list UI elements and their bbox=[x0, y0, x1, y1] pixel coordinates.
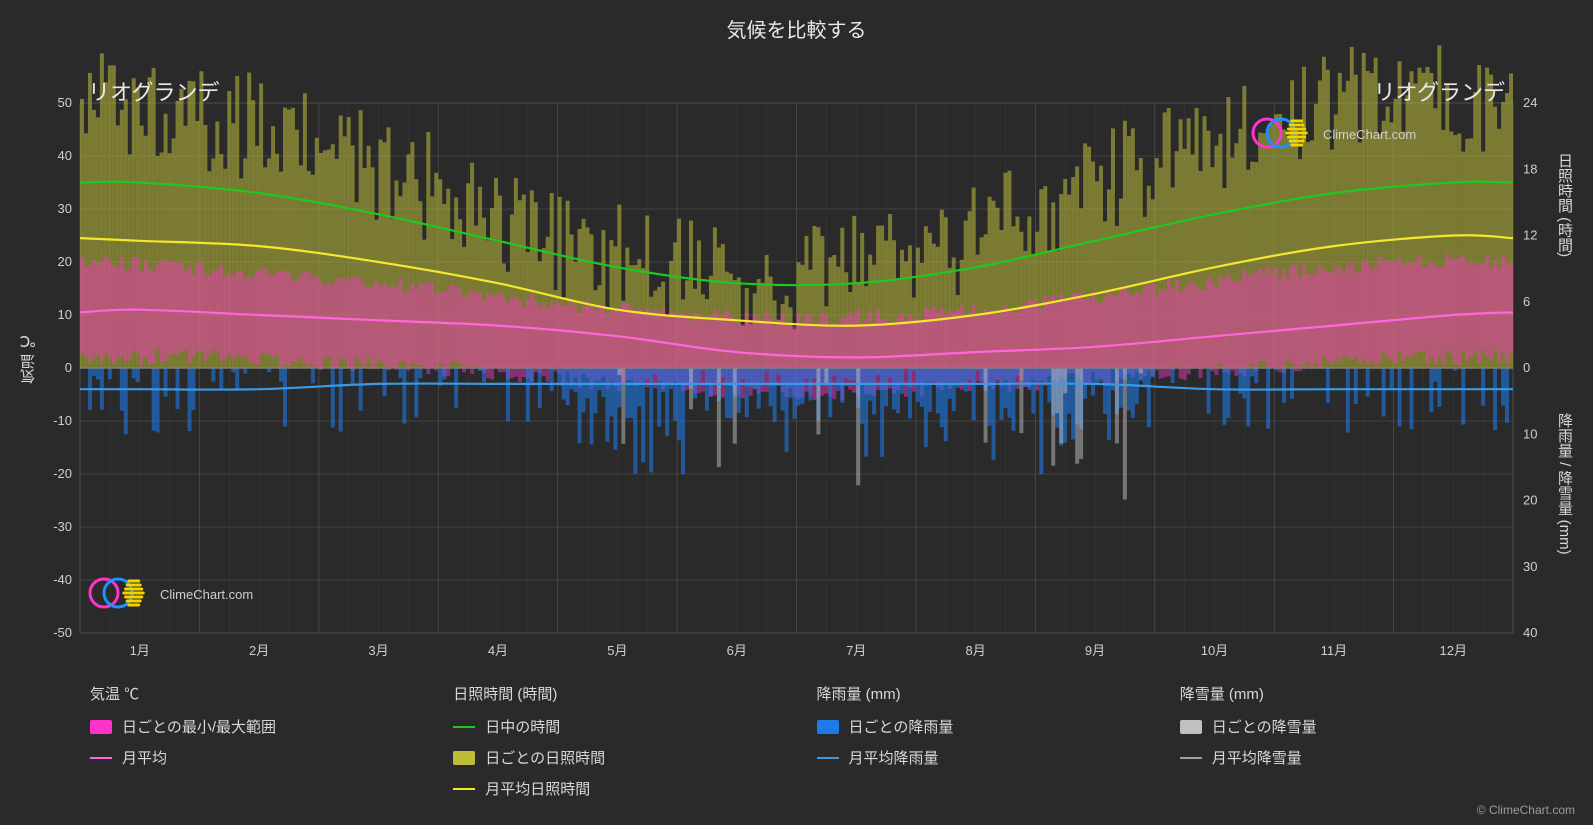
svg-text:40: 40 bbox=[58, 148, 72, 163]
svg-text:50: 50 bbox=[58, 95, 72, 110]
legend-item: 日ごとの日照時間 bbox=[453, 747, 776, 768]
svg-text:ClimeChart.com: ClimeChart.com bbox=[160, 587, 253, 602]
svg-text:7月: 7月 bbox=[846, 643, 866, 658]
chart-area: リオグランデ リオグランデ 気温 ℃ 日照時間 (時間) 降雨量 / 降雪量 (… bbox=[0, 43, 1593, 673]
location-label-right: リオグランデ bbox=[1373, 75, 1505, 107]
legend-item: 月平均日照時間 bbox=[453, 778, 776, 799]
svg-text:0: 0 bbox=[65, 360, 72, 375]
svg-text:11月: 11月 bbox=[1321, 643, 1348, 658]
legend-swatch bbox=[453, 726, 475, 728]
svg-text:9月: 9月 bbox=[1085, 643, 1105, 658]
svg-text:3月: 3月 bbox=[368, 643, 388, 658]
legend-label: 日ごとの日照時間 bbox=[485, 747, 605, 768]
svg-text:-40: -40 bbox=[53, 572, 72, 587]
svg-text:2月: 2月 bbox=[249, 643, 269, 658]
svg-text:-50: -50 bbox=[53, 625, 72, 640]
svg-text:24: 24 bbox=[1523, 95, 1537, 110]
svg-text:6: 6 bbox=[1523, 294, 1530, 309]
legend-swatch bbox=[453, 788, 475, 790]
svg-text:1月: 1月 bbox=[130, 643, 150, 658]
legend-item: 日中の時間 bbox=[453, 716, 776, 737]
legend-item: 月平均降雨量 bbox=[817, 747, 1140, 768]
legend-col: 日照時間 (時間) 日中の時間日ごとの日照時間月平均日照時間 bbox=[453, 683, 776, 809]
legend-label: 日ごとの降雪量 bbox=[1212, 716, 1317, 737]
svg-text:10: 10 bbox=[1523, 426, 1537, 441]
legend-label: 月平均降雪量 bbox=[1212, 747, 1302, 768]
chart-svg: 50 40 30 20 10 0 -10 -20 -30 -40 -50 24 18 12 6 0 10 20 30… bbox=[0, 43, 1593, 673]
svg-text:20: 20 bbox=[58, 254, 72, 269]
legend-item: 日ごとの降雨量 bbox=[817, 716, 1140, 737]
legend-col: 気温 ℃ 日ごとの最小/最大範囲月平均 bbox=[90, 683, 413, 809]
legend-swatch bbox=[817, 757, 839, 759]
y-axis-label-right-sunshine: 日照時間 (時間) bbox=[1554, 153, 1575, 257]
legend-swatch bbox=[453, 751, 475, 765]
legend-item: 月平均 bbox=[90, 747, 413, 768]
legend-swatch bbox=[817, 720, 839, 734]
svg-text:30: 30 bbox=[1523, 559, 1537, 574]
svg-text:4月: 4月 bbox=[488, 643, 508, 658]
svg-text:8月: 8月 bbox=[966, 643, 986, 658]
legend-label: 月平均日照時間 bbox=[485, 778, 590, 799]
chart-title: 気候を比較する bbox=[0, 0, 1593, 43]
legend-label: 月平均 bbox=[122, 747, 167, 768]
svg-text:18: 18 bbox=[1523, 161, 1537, 176]
svg-text:20: 20 bbox=[1523, 493, 1537, 508]
legend-label: 日中の時間 bbox=[485, 716, 560, 737]
svg-text:12月: 12月 bbox=[1440, 643, 1467, 658]
legend-item: 日ごとの降雪量 bbox=[1180, 716, 1503, 737]
y-axis-label-right-precip: 降雨量 / 降雪量 (mm) bbox=[1554, 413, 1575, 555]
svg-text:10: 10 bbox=[58, 307, 72, 322]
svg-text:0: 0 bbox=[1523, 360, 1530, 375]
svg-text:-30: -30 bbox=[53, 519, 72, 534]
legend-swatch bbox=[1180, 757, 1202, 759]
svg-text:30: 30 bbox=[58, 201, 72, 216]
credit-text: © ClimeChart.com bbox=[1477, 803, 1575, 817]
legend: 気温 ℃ 日ごとの最小/最大範囲月平均 日照時間 (時間) 日中の時間日ごとの日照時間… bbox=[0, 673, 1593, 809]
legend-item: 日ごとの最小/最大範囲 bbox=[90, 716, 413, 737]
svg-text:5月: 5月 bbox=[607, 643, 627, 658]
svg-text:12: 12 bbox=[1523, 228, 1537, 243]
location-label-left: リオグランデ bbox=[88, 75, 220, 107]
svg-text:6月: 6月 bbox=[727, 643, 747, 658]
svg-text:40: 40 bbox=[1523, 625, 1537, 640]
svg-text:10月: 10月 bbox=[1201, 643, 1228, 658]
legend-swatch bbox=[1180, 720, 1202, 734]
legend-label: 日ごとの降雨量 bbox=[849, 716, 954, 737]
legend-label: 月平均降雨量 bbox=[849, 747, 939, 768]
legend-swatch bbox=[90, 757, 112, 759]
legend-header: 気温 ℃ bbox=[90, 683, 413, 704]
legend-col: 降雪量 (mm) 日ごとの降雪量月平均降雪量 bbox=[1180, 683, 1503, 809]
legend-header: 降雨量 (mm) bbox=[817, 683, 1140, 704]
legend-item: 月平均降雪量 bbox=[1180, 747, 1503, 768]
legend-swatch bbox=[90, 720, 112, 734]
svg-text:-10: -10 bbox=[53, 413, 72, 428]
legend-label: 日ごとの最小/最大範囲 bbox=[122, 716, 276, 737]
svg-text:ClimeChart.com: ClimeChart.com bbox=[1323, 127, 1416, 142]
legend-col: 降雨量 (mm) 日ごとの降雨量月平均降雨量 bbox=[817, 683, 1140, 809]
svg-text:-20: -20 bbox=[53, 466, 72, 481]
legend-header: 降雪量 (mm) bbox=[1180, 683, 1503, 704]
y-axis-label-left: 気温 ℃ bbox=[18, 332, 39, 384]
legend-header: 日照時間 (時間) bbox=[453, 683, 776, 704]
